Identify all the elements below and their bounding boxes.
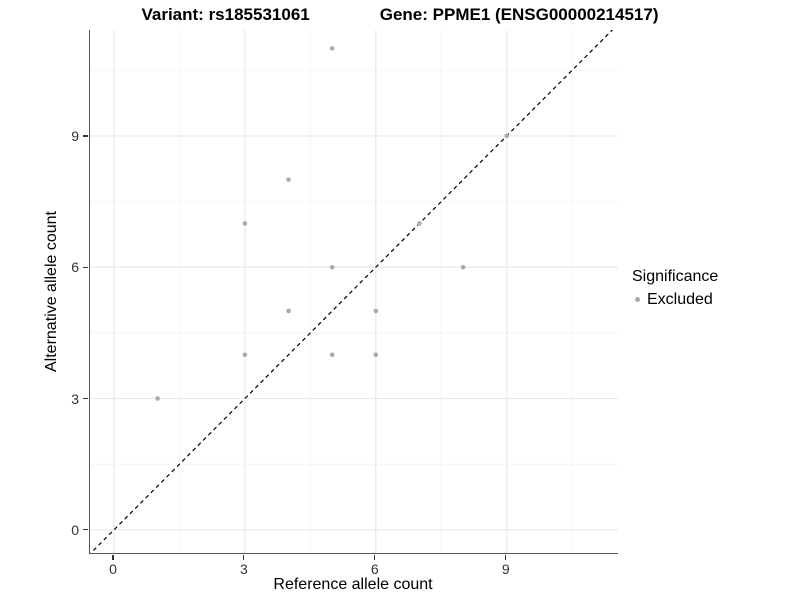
x-axis-title: Reference allele count <box>273 576 433 593</box>
y-tick-mark <box>83 266 88 268</box>
y-tick-mark <box>83 529 88 531</box>
y-tick-label: 9 <box>71 127 79 144</box>
data-point <box>286 177 291 182</box>
data-point <box>329 264 335 270</box>
y-tick-label: 3 <box>71 390 79 407</box>
data-point <box>155 396 160 401</box>
data-point <box>504 133 510 139</box>
x-tick-mark <box>505 554 507 560</box>
data-point <box>417 221 422 226</box>
y-tick-mark <box>83 135 88 137</box>
y-tick-mark <box>83 397 88 400</box>
data-point <box>242 352 248 358</box>
plot-title: Variant: rs185531061 Gene: PPME1 (ENSG00… <box>0 5 800 25</box>
plot-canvas <box>90 30 618 553</box>
title-gene: Gene: PPME1 (ENSG00000214517) <box>379 5 659 24</box>
legend: Significance Excluded <box>632 266 718 311</box>
data-point <box>286 308 291 314</box>
x-tick-label: 3 <box>240 561 248 577</box>
x-tick-label: 9 <box>501 561 510 577</box>
y-tick-label: 6 <box>71 259 79 276</box>
legend-title: Significance <box>632 268 719 285</box>
y-axis-title: Alternative allele count <box>43 211 60 372</box>
legend-item-excluded: Excluded <box>635 288 718 311</box>
x-tick-label: 0 <box>109 561 117 577</box>
data-point <box>373 308 379 314</box>
data-point <box>460 264 466 270</box>
data-point <box>329 352 335 358</box>
x-tick-label: 6 <box>370 561 379 577</box>
plot-panel <box>89 30 618 554</box>
identity-line <box>90 30 614 553</box>
x-tick-mark <box>243 554 245 560</box>
data-point <box>329 46 335 51</box>
x-tick-mark <box>374 554 376 560</box>
y-tick-label: 0 <box>71 521 79 538</box>
title-variant: Variant: rs185531061 <box>141 5 310 24</box>
data-point <box>242 221 248 226</box>
data-point <box>373 352 379 358</box>
x-tick-mark <box>112 554 114 560</box>
legend-point-icon <box>635 297 640 302</box>
legend-item-label: Excluded <box>647 291 713 308</box>
